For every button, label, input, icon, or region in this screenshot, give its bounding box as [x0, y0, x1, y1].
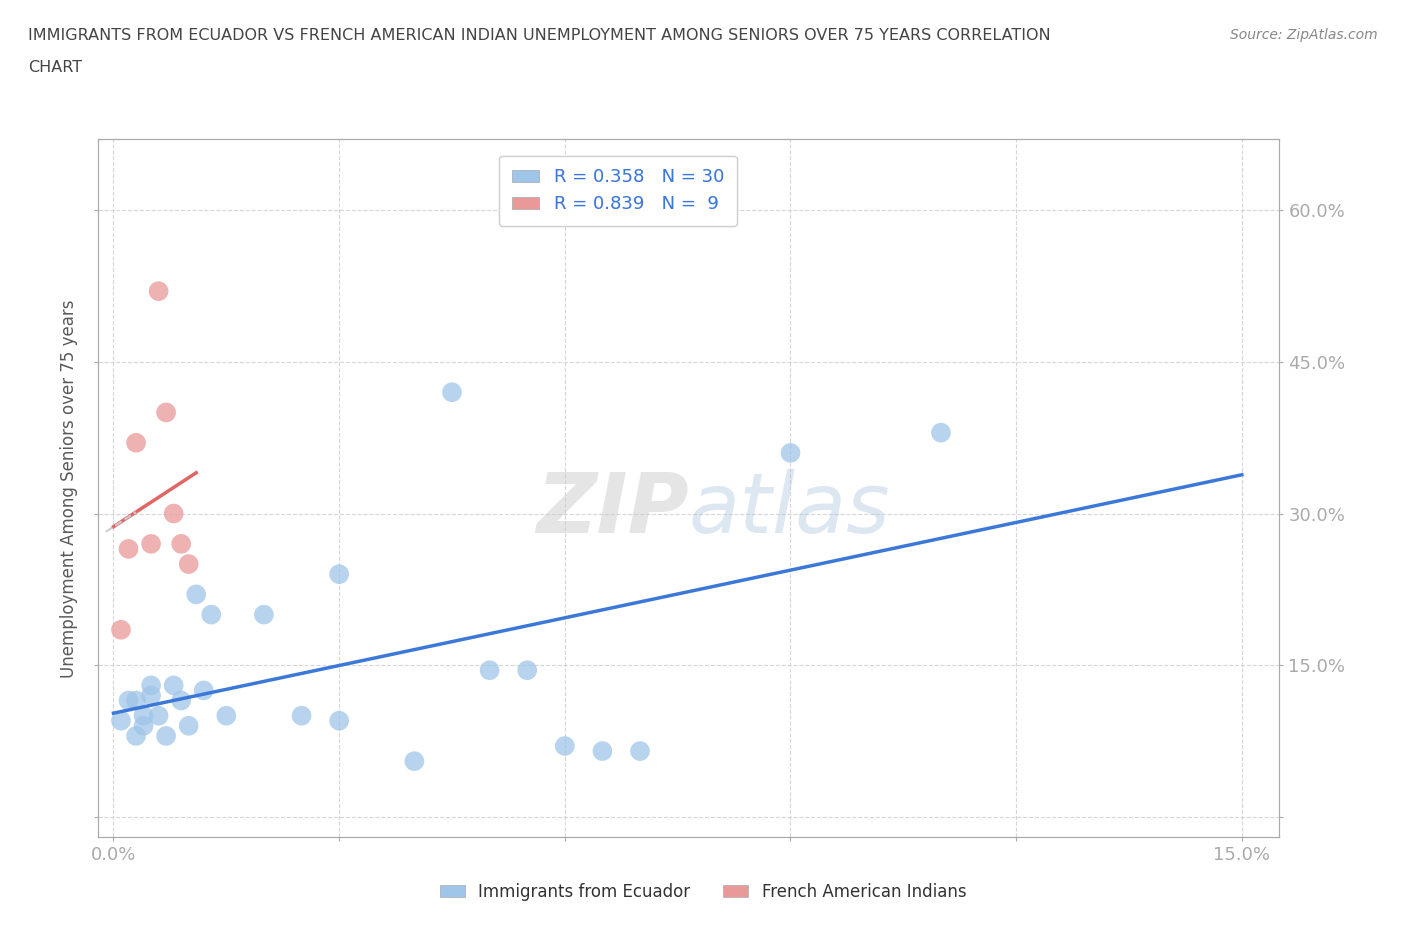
Point	[148, 284, 170, 299]
Text: Source: ZipAtlas.com: Source: ZipAtlas.com	[1230, 28, 1378, 42]
Point	[110, 713, 132, 728]
Y-axis label: Unemployment Among Seniors over 75 years: Unemployment Among Seniors over 75 years	[60, 299, 79, 677]
Point	[163, 678, 186, 693]
Text: IMMIGRANTS FROM ECUADOR VS FRENCH AMERICAN INDIAN UNEMPLOYMENT AMONG SENIORS OVE: IMMIGRANTS FROM ECUADOR VS FRENCH AMERIC…	[28, 28, 1050, 43]
Point	[117, 693, 139, 708]
Point	[404, 753, 426, 768]
Point	[110, 622, 132, 637]
Point	[328, 713, 350, 728]
Point	[155, 728, 177, 743]
Point	[170, 537, 193, 551]
Point	[155, 405, 177, 419]
Point	[139, 678, 162, 693]
Legend: R = 0.358   N = 30, R = 0.839   N =  9: R = 0.358 N = 30, R = 0.839 N = 9	[499, 155, 737, 226]
Point	[139, 688, 162, 703]
Text: CHART: CHART	[28, 60, 82, 75]
Point	[290, 709, 312, 724]
Point	[170, 693, 193, 708]
Point	[125, 728, 148, 743]
Point	[177, 557, 200, 572]
Point	[779, 445, 801, 460]
Point	[117, 541, 139, 556]
Point	[200, 607, 222, 622]
Text: ZIP: ZIP	[536, 469, 689, 550]
Point	[132, 718, 155, 733]
Point	[125, 693, 148, 708]
Point	[253, 607, 276, 622]
Point	[929, 425, 952, 440]
Point	[554, 738, 576, 753]
Point	[440, 385, 463, 400]
Point	[132, 709, 155, 724]
Legend: Immigrants from Ecuador, French American Indians: Immigrants from Ecuador, French American…	[433, 876, 973, 908]
Point	[148, 709, 170, 724]
Point	[215, 709, 238, 724]
Point	[163, 506, 186, 521]
Point	[516, 663, 538, 678]
Point	[628, 744, 651, 759]
Point	[193, 683, 215, 698]
Point	[177, 718, 200, 733]
Point	[591, 744, 613, 759]
Point	[478, 663, 501, 678]
Point	[328, 566, 350, 581]
Point	[186, 587, 208, 602]
Point	[125, 435, 148, 450]
Point	[139, 537, 162, 551]
Text: atlas: atlas	[689, 469, 890, 550]
